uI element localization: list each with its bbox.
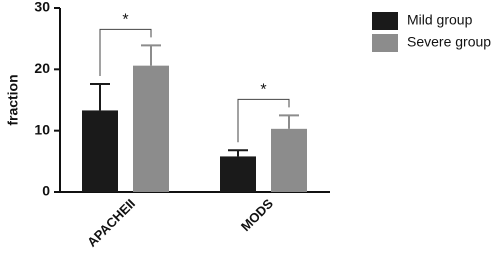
x-tick-label: MODS (238, 196, 276, 234)
y-tick-label: 20 (34, 60, 50, 76)
error-bar (228, 149, 248, 157)
significance-label: * (260, 82, 266, 99)
error-bar (90, 83, 110, 111)
y-tick-label: 10 (34, 121, 50, 137)
legend-swatch (372, 12, 398, 30)
bar (82, 110, 118, 192)
y-tick-label: 30 (34, 0, 50, 15)
y-axis-label: fraction (5, 74, 21, 125)
error-bar (141, 44, 161, 66)
significance-bracket (237, 98, 290, 143)
y-tick-label: 0 (42, 183, 50, 199)
legend-label: Severe group (407, 34, 491, 50)
x-tick-label: APACHEII (84, 196, 138, 250)
bar (271, 128, 307, 192)
significance-bracket (99, 28, 152, 77)
significance-label: * (122, 12, 128, 29)
bar (220, 156, 256, 192)
error-bar (279, 114, 299, 129)
legend-label: Mild group (407, 12, 473, 28)
bar (133, 65, 169, 192)
legend-swatch (372, 34, 398, 52)
